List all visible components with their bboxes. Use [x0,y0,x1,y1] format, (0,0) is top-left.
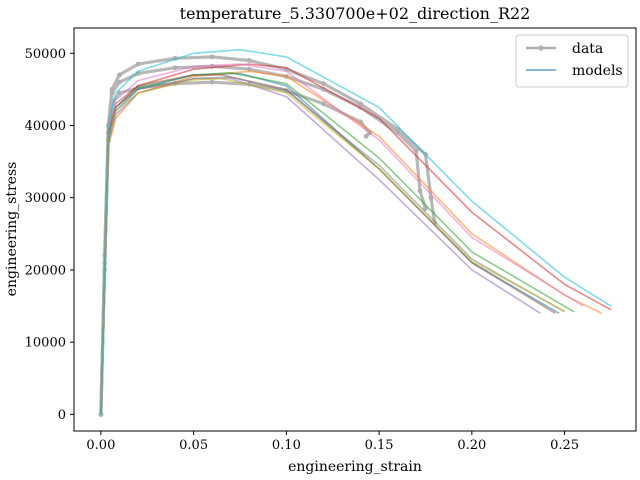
y-tick-label: 0 [58,408,66,423]
legend-label: data [572,41,603,57]
y-axis-label: engineering_stress [4,162,20,297]
data-point [109,90,115,96]
data-point [321,101,326,107]
y-axis: 0 10000 20000 30000 40000 50000 [25,47,74,423]
chart-title: temperature_5.330700e+02_direction_R22 [180,4,531,23]
data-point [417,188,423,193]
model-curve-7 [100,76,565,415]
legend-marker [538,45,544,51]
data-point [135,61,141,67]
y-tick-label: 30000 [25,191,66,206]
model-curve-9 [100,48,612,415]
data-point [117,90,122,96]
data-point [358,101,363,107]
x-tick-label: 0.25 [550,438,579,453]
model-curve-6 [100,63,584,415]
x-tick-label: 0.15 [365,438,394,453]
plot-frame [73,27,637,432]
data-point [209,54,215,60]
data-point [363,133,369,139]
data-point [172,65,178,71]
x-axis: 0.00 0.05 0.10 0.15 0.20 0.25 [86,431,579,453]
model-curve-8 [100,77,565,415]
data-point [117,72,122,78]
series-layer [98,48,612,417]
legend: data models [515,34,629,88]
y-tick-label: 20000 [25,263,66,278]
data-point [246,66,252,72]
x-tick-label: 0.20 [457,438,486,453]
data-point [117,79,122,85]
data-point [395,130,401,136]
y-tick-label: 50000 [25,47,66,62]
x-tick-label: 0.00 [86,438,115,453]
data-point [413,148,419,154]
y-tick-label: 40000 [25,119,66,134]
x-tick-label: 0.10 [272,438,301,453]
data-series-line-2 [99,64,428,415]
data-point [209,79,215,85]
data-point [246,58,252,63]
x-axis-label: engineering_strain [288,459,422,475]
x-tick-label: 0.05 [179,438,208,453]
model-curve-1 [100,70,603,415]
legend-label: models [572,63,623,79]
y-tick-label: 10000 [25,336,66,351]
data-point [321,81,326,86]
